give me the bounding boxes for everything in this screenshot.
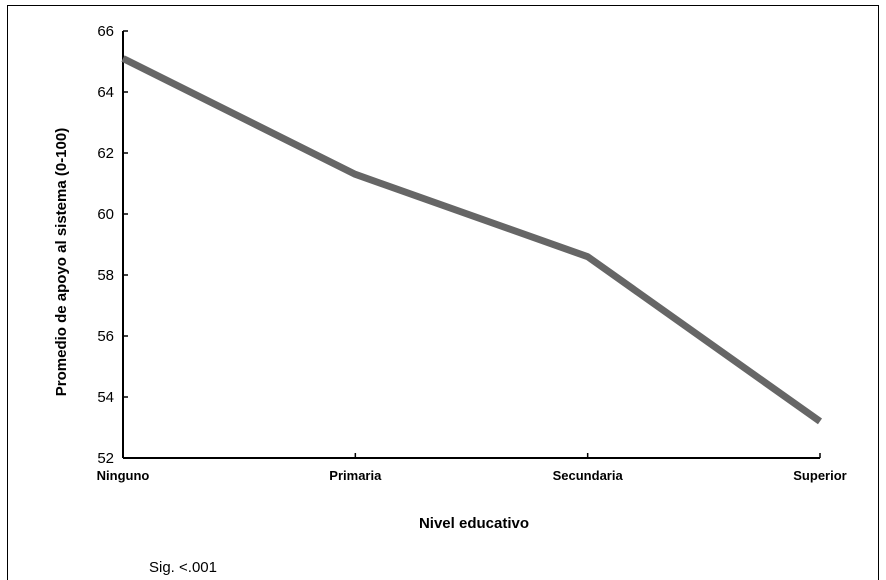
x-axis-title: Nivel educativo bbox=[419, 515, 529, 532]
y-tick-label: 54 bbox=[97, 389, 114, 406]
y-tick-label: 52 bbox=[97, 450, 114, 467]
y-tick-label: 66 bbox=[97, 23, 114, 40]
x-tick-label: Secundaria bbox=[553, 468, 624, 483]
x-tick-label: Primaria bbox=[329, 468, 382, 483]
chart-frame bbox=[7, 5, 879, 580]
y-tick-label: 64 bbox=[97, 84, 114, 101]
x-tick-label: Ninguno bbox=[97, 468, 150, 483]
significance-note: Sig. <.001 bbox=[149, 559, 217, 576]
series-group bbox=[121, 55, 823, 425]
y-tick-label: 60 bbox=[97, 206, 114, 223]
y-axis-title: Promedio de apoyo al sistema (0-100) bbox=[53, 128, 70, 396]
x-tick-label: Superior bbox=[793, 468, 846, 483]
x-axis: Ninguno Primaria Secundaria Superior bbox=[97, 453, 847, 483]
y-tick-label: 56 bbox=[97, 328, 114, 345]
y-tick-label: 58 bbox=[97, 267, 114, 284]
series-line bbox=[121, 55, 823, 425]
y-tick-label: 62 bbox=[97, 145, 114, 162]
y-axis: 52 54 56 58 60 62 64 66 bbox=[97, 23, 128, 467]
